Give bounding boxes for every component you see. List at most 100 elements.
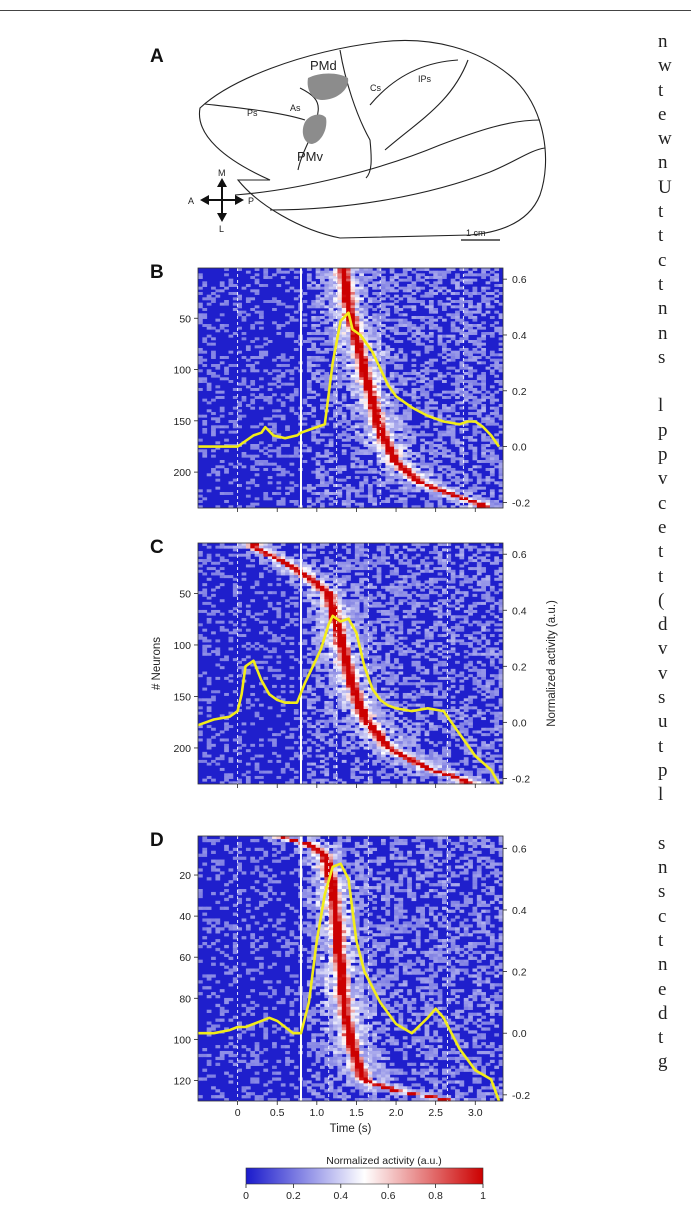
population-activity-line (197, 614, 501, 785)
text-line-fragment: e (658, 516, 667, 538)
text-line-fragment: c (658, 492, 667, 514)
text-line-fragment: t (658, 735, 664, 757)
x-tick-label: 3.0 (468, 1107, 483, 1119)
text-line-fragment: t (658, 929, 664, 951)
text-line-fragment: d (658, 1002, 668, 1024)
text-line-fragment: e (658, 103, 667, 125)
panel-a: A PMd PMv As Ps Cs IPs M L A P 1 cm (150, 39, 547, 241)
x-tick-label: 0.5 (270, 1107, 285, 1119)
colorbar-tick-label: 0.8 (428, 1190, 443, 1202)
svg-text:L: L (219, 224, 224, 234)
text-line-fragment: n (658, 322, 668, 344)
y-tick-label: 120 (173, 1075, 191, 1087)
panel-letter-d: D (150, 830, 164, 851)
svg-text:M: M (218, 168, 226, 178)
plot-frame (197, 542, 504, 785)
right-tick-label: 0.2 (512, 967, 527, 979)
text-line-fragment: l (658, 784, 664, 806)
y-tick-label: 60 (179, 952, 191, 964)
text-line-fragment: v (658, 638, 668, 660)
x-tick-label: 1.0 (310, 1107, 325, 1119)
text-line-fragment: d (658, 614, 668, 636)
right-tick-label: 0.0 (512, 717, 527, 729)
text-line-fragment: w (658, 128, 672, 150)
y-tick-label: 100 (173, 1034, 191, 1046)
text-line-fragment: t (658, 541, 664, 563)
right-tick-label: -0.2 (512, 497, 530, 509)
text-line-fragment: v (658, 662, 668, 684)
text-line-fragment: p (658, 759, 668, 781)
right-tick-label: 0.2 (512, 386, 527, 398)
svg-text:A: A (188, 196, 194, 206)
text-line-fragment: n (658, 298, 668, 320)
text-line-fragment: g (658, 1051, 668, 1073)
right-tick-label: 0.4 (512, 605, 527, 617)
x-tick-label: 2.0 (389, 1107, 404, 1119)
pmd-label: PMd (310, 58, 337, 73)
text-line-fragment: t (658, 1027, 664, 1049)
text-line-fragment: t (658, 225, 664, 247)
y-tick-label: 200 (173, 743, 191, 755)
right-tick-label: 0.2 (512, 661, 527, 673)
colorbar-tick-label: 1 (480, 1190, 486, 1202)
y-axis-title: # Neurons (151, 637, 163, 690)
heatmap-panel-b: B 50 100 150 200 0.6 0.4 0.2 0.0 -0.2 (150, 262, 530, 512)
population-activity-line (198, 311, 501, 448)
text-line-fragment: t (658, 79, 664, 101)
y-tick-label: 200 (173, 467, 191, 479)
right-tick-label: 0.0 (512, 1028, 527, 1040)
colorbar-gradient (245, 1167, 484, 1185)
as-label: As (290, 103, 301, 113)
y-tick-label: 100 (173, 640, 191, 652)
y-tick-label: 50 (179, 313, 191, 325)
text-line-fragment: n (658, 857, 668, 879)
y-tick-label: 150 (173, 416, 191, 428)
plot-frame (197, 835, 504, 1102)
x-tick-label: 1.5 (349, 1107, 364, 1119)
y-tick-label: 50 (179, 588, 191, 600)
scalebar-label: 1 cm (466, 228, 486, 238)
x-tick-label: 2.5 (428, 1107, 443, 1119)
text-line-fragment: u (658, 711, 668, 733)
y-tick-label: 100 (173, 365, 191, 377)
right-tick-label: 0.4 (512, 330, 527, 342)
heatmap-cells (198, 836, 504, 1102)
cs-label: Cs (370, 83, 381, 93)
text-line-fragment: c (658, 249, 667, 271)
text-line-fragment: l (658, 395, 664, 417)
right-tick-label: 0.4 (512, 905, 527, 917)
text-line-fragment: s (658, 687, 666, 709)
heatmap-panels: B501001502000.60.40.20.0-0.2C50100150200… (150, 262, 558, 1135)
page-top-rule (0, 10, 691, 11)
y-tick-label: 80 (179, 993, 191, 1005)
text-line-fragment: ( (658, 589, 665, 611)
colorbar-ticks: 0 0.2 0.4 0.6 0.8 1 (243, 1184, 486, 1202)
x-axis-title: Time (s) (330, 1123, 372, 1135)
ips-label: IPs (418, 74, 432, 84)
panel-letter-a: A (150, 46, 164, 67)
right-tick-label: -0.2 (512, 773, 530, 785)
right-tick-label: 0.0 (512, 442, 527, 454)
panel-letter-b: B (150, 262, 164, 283)
compass-icon: M L A P (188, 168, 254, 234)
text-line-fragment (658, 370, 691, 394)
text-line-fragment: p (658, 444, 668, 466)
brain-outline (198, 39, 547, 239)
population-activity-line (198, 862, 501, 1102)
svg-text:P: P (248, 196, 254, 206)
colorbar-title: Normalized activity (a.u.) (326, 1155, 442, 1167)
right-tick-label: 0.6 (512, 549, 527, 561)
heatmap-panel-c: C 50 100 150 200 0.6 0.4 0.2 0.0 -0.2 # Neurons Nor… (150, 537, 558, 788)
text-line-fragment: t (658, 273, 664, 295)
y-tick-label: 20 (179, 870, 191, 882)
colorbar-tick-label: 0.6 (381, 1190, 396, 1202)
y-tick-label: 150 (173, 691, 191, 703)
plot-frame (197, 267, 504, 509)
right-tick-label: 0.6 (512, 274, 527, 286)
colorbar-tick-label: 0 (243, 1190, 249, 1202)
text-line-fragment: s (658, 881, 666, 903)
text-line-fragment: s (658, 832, 666, 854)
y-tick-label: 40 (179, 911, 191, 923)
